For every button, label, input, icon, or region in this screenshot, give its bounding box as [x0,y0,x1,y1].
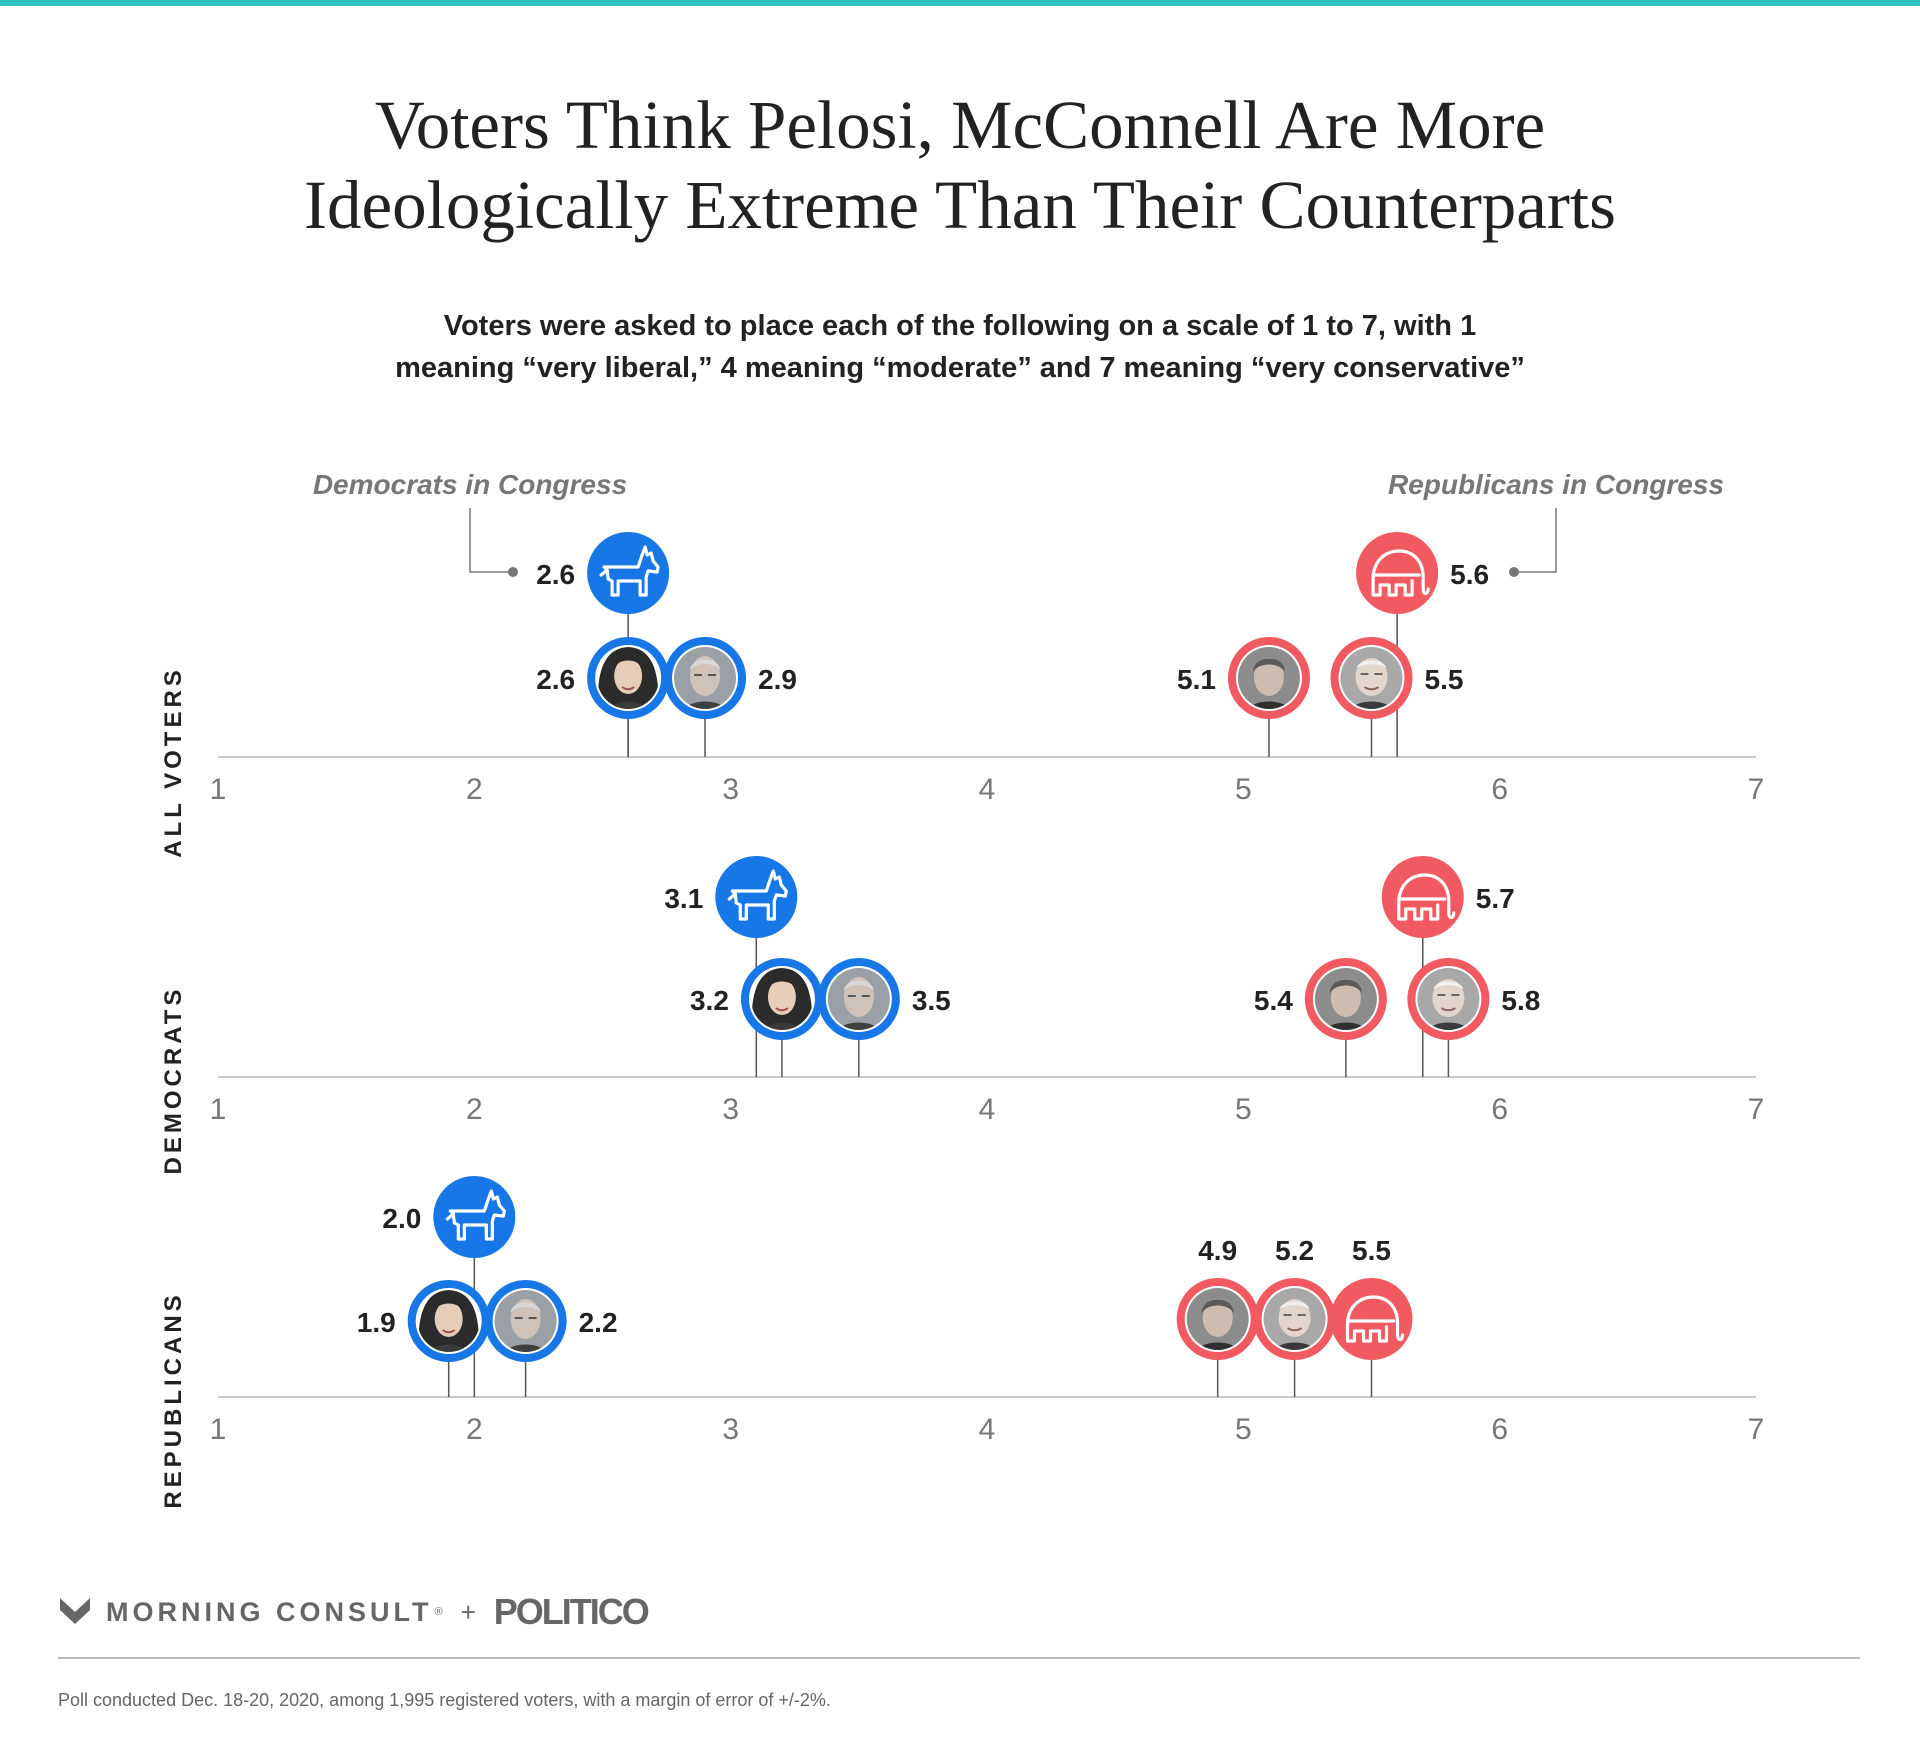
data-label: 2.6 [536,664,575,695]
data-point-elephant-icon: 5.7 [1381,856,1515,938]
panel-label: ALL VOTERS [160,666,187,858]
dot-plot-chart: ALL VOTERS 1 2 3 4 5 6 7 2.6 2.6 2.9 5.6 5.1 5.5 DEMOC… [160,469,1764,1509]
x-tick-label: 2 [466,773,483,806]
annotation-dot-democrats [508,567,518,577]
data-point-schumer-portrait: 2.9 [664,637,797,719]
chart-plot-area: ALL VOTERS 1 2 3 4 5 6 7 2.6 2.6 2.9 5.6 5.1 5.5 DEMOC… [160,469,1764,1509]
brand-logos: MORNING CONSULT ® + POLITICO [58,1590,650,1634]
data-point-mcconnell-portrait: 5.8 [1407,958,1540,1040]
data-label: 1.9 [357,1307,396,1338]
data-label: 5.7 [1476,883,1515,914]
data-label: 4.9 [1198,1235,1237,1266]
footnote: Poll conducted Dec. 18-20, 2020, among 1… [58,1690,831,1710]
panel-label: REPUBLICANS [160,1291,187,1508]
data-point-donkey-icon: 2.6 [536,532,670,614]
data-label: 3.2 [690,985,729,1016]
morning-consult-logo-icon [60,1598,90,1624]
data-point-mcconnell-portrait: 5.5 [1330,637,1464,719]
data-point-schumer-portrait: 3.5 [817,958,951,1040]
x-tick-label: 2 [466,1413,483,1446]
chart-title-line-1: Voters Think Pelosi, McConnell Are More [374,87,1546,163]
data-label: 5.6 [1450,559,1489,590]
panel-democrats: DEMOCRATS 1 2 3 4 5 6 7 3.1 3.2 3.5 5.7 5.4 5.8 [160,856,1764,1174]
panel-all-voters: ALL VOTERS 1 2 3 4 5 6 7 2.6 2.6 2.9 5.6 5.1 5.5 [160,532,1764,858]
panel-republicans: REPUBLICANS 1 2 3 4 5 6 7 2.0 1.9 2.2 4.9 5.2 5.5 [160,1176,1764,1509]
x-tick-label: 7 [1748,1093,1765,1126]
point-circle [1381,856,1464,938]
data-label: 3.5 [912,985,951,1016]
data-point-elephant-icon: 5.5 [1330,1235,1413,1360]
data-label: 2.6 [536,559,575,590]
data-label: 5.4 [1254,985,1293,1016]
x-tick-label: 3 [722,1413,739,1446]
chart-subtitle-line-2: meaning “very liberal,” 4 meaning “moder… [395,352,1525,384]
x-tick-label: 4 [979,1093,996,1126]
annotation-leader-republicans [1515,508,1557,573]
data-point-pelosi-portrait: 1.9 [357,1280,490,1362]
x-tick-label: 1 [210,1413,227,1446]
chart-title: Voters Think Pelosi, McConnell Are More … [0,85,1920,245]
chart-subtitle: Voters were asked to place each of the f… [0,305,1920,389]
panel-label: DEMOCRATS [160,986,187,1175]
footer-divider [58,1657,1860,1659]
x-tick-label: 5 [1235,773,1252,806]
x-tick-label: 6 [1491,1093,1508,1126]
annotation-leader-democrats [469,508,512,573]
point-circle [1330,1278,1413,1360]
point-circle [1356,532,1439,614]
x-tick-label: 6 [1491,773,1508,806]
x-tick-label: 6 [1491,1413,1508,1446]
chart-subtitle-line-1: Voters were asked to place each of the f… [443,310,1477,342]
data-point-mcconnell-portrait: 5.2 [1253,1235,1336,1360]
data-label: 3.1 [664,883,703,914]
data-label: 5.8 [1501,985,1540,1016]
x-tick-label: 3 [722,773,739,806]
data-point-schumer-portrait: 2.2 [484,1280,618,1362]
data-point-donkey-icon: 2.0 [382,1176,516,1258]
annotation-democrats-in-congress: Democrats in Congress [313,469,627,500]
data-point-pelosi-portrait: 2.6 [536,637,670,719]
x-tick-label: 5 [1235,1413,1252,1446]
registered-mark: ® [434,1606,443,1618]
data-point-mccarthy-portrait: 5.4 [1254,958,1387,1040]
x-tick-label: 7 [1748,773,1765,806]
data-label: 5.5 [1352,1235,1391,1266]
morning-consult-wordmark: MORNING CONSULT [106,1596,433,1627]
chart-title-line-2: Ideologically Extreme Than Their Counter… [304,167,1616,243]
x-tick-label: 1 [210,1093,227,1126]
x-tick-label: 1 [210,773,227,806]
annotation-dot-republicans [1509,567,1519,577]
data-label: 5.2 [1275,1235,1314,1266]
data-point-mccarthy-portrait: 4.9 [1176,1235,1259,1360]
data-label: 2.2 [579,1307,618,1338]
data-point-mccarthy-portrait: 5.1 [1177,637,1310,719]
data-point-elephant-icon: 5.6 [1356,532,1489,614]
brand-plus: + [460,1596,476,1627]
congress-annotations: Democrats in Congress Republicans in Cong… [313,469,1724,577]
data-point-donkey-icon: 3.1 [664,856,798,938]
politico-wordmark: POLITICO [493,1591,650,1632]
data-point-pelosi-portrait: 3.2 [690,958,823,1040]
x-tick-label: 7 [1748,1413,1765,1446]
data-label: 2.0 [382,1203,421,1234]
x-tick-label: 3 [722,1093,739,1126]
data-label: 5.1 [1177,664,1216,695]
x-tick-label: 4 [979,1413,996,1446]
x-tick-label: 2 [466,1093,483,1126]
data-label: 5.5 [1425,664,1464,695]
annotation-republicans-in-congress: Republicans in Congress [1388,469,1724,500]
data-label: 2.9 [758,664,797,695]
top-accent-bar [0,0,1920,6]
x-tick-label: 4 [979,773,996,806]
x-tick-label: 5 [1235,1093,1252,1126]
